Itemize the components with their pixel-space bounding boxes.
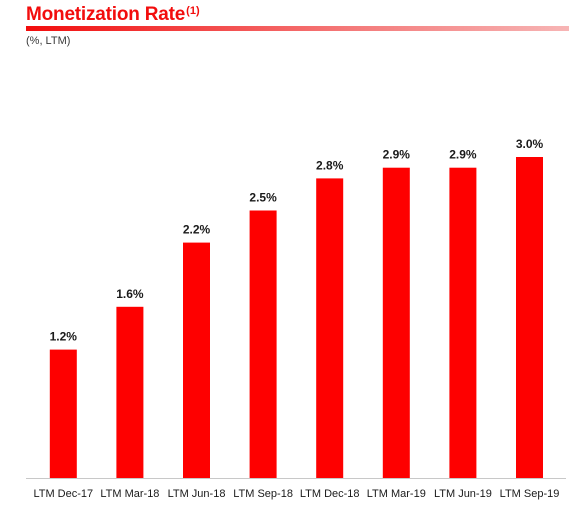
bar-group: 1.2% 1.6% 2.2% 2.5% 2.8% 2.9% 2.9% 3.0% — [50, 137, 544, 478]
bar-value-label: 2.8% — [316, 158, 344, 172]
bar — [49, 349, 77, 478]
x-tick-label: LTM Sep-18 — [233, 488, 293, 500]
bar-value-label: 1.6% — [116, 287, 144, 301]
x-axis-ticks: LTM Dec-17 LTM Mar-18 LTM Jun-18 LTM Sep-18… — [33, 488, 559, 500]
x-tick-label: LTM Sep-19 — [500, 488, 560, 500]
chart-subtitle: (%, LTM) — [26, 35, 71, 47]
bar-value-label: 2.9% — [449, 148, 477, 162]
bar — [116, 306, 144, 478]
title-footnote-marker: (1) — [186, 4, 200, 17]
bar — [449, 167, 477, 478]
chart-title: Monetization Rate — [26, 4, 186, 25]
x-tick-label: LTM Mar-18 — [100, 488, 159, 500]
x-tick-label: LTM Jun-19 — [434, 488, 492, 500]
bar-value-label: 2.9% — [383, 148, 411, 162]
x-tick-label: LTM Jun-18 — [168, 488, 226, 500]
bar-value-label: 3.0% — [516, 137, 544, 151]
bar-value-label: 1.2% — [50, 330, 78, 344]
bar-value-label: 2.2% — [183, 223, 211, 237]
bar — [316, 178, 344, 478]
x-tick-label: LTM Dec-18 — [300, 488, 360, 500]
title-row: Monetization Rate(1) — [26, 4, 200, 26]
title-underline — [26, 26, 569, 31]
bar — [183, 242, 210, 478]
x-tick-label: LTM Mar-19 — [367, 488, 426, 500]
bar-value-label: 2.5% — [249, 191, 277, 205]
bar — [516, 157, 543, 478]
bar — [382, 167, 410, 478]
bar — [249, 210, 277, 478]
x-tick-label: LTM Dec-17 — [33, 488, 93, 500]
